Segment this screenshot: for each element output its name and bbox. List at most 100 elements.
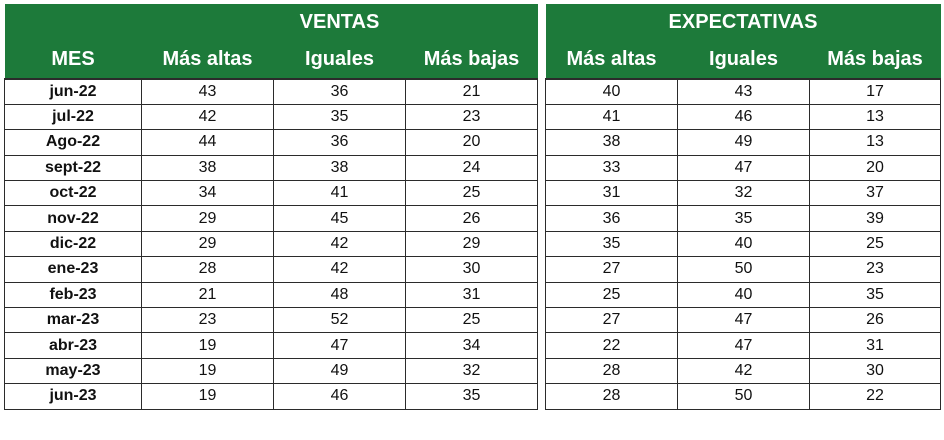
mes-cell: mar-23 [4, 307, 142, 334]
ventas-value-cell: 35 [273, 103, 406, 131]
expectativas-value-cell: 25 [809, 230, 941, 258]
mes-cell: jun-23 [4, 383, 142, 410]
expectativas-value-cell: 40 [545, 77, 678, 105]
ventas-table-body: jun-22 43 36 21 jul-22 42 35 23 Ago-22 44 36 20 sept… [4, 77, 538, 410]
expectativas-group-title: EXPECTATIVAS [545, 4, 941, 40]
ventas-value-cell: 35 [405, 383, 538, 410]
ventas-value-cell: 45 [273, 205, 406, 232]
expectativas-value-cell: 27 [545, 256, 678, 283]
ventas-table-row: ene-23 28 42 30 [4, 256, 538, 283]
ventas-table-row: mar-23 23 52 25 [4, 307, 538, 334]
ventas-value-cell: 41 [273, 180, 406, 207]
ventas-value-cell: 32 [405, 357, 538, 385]
ventas-table-row: oct-22 34 41 25 [4, 180, 538, 207]
expectativas-value-cell: 35 [545, 230, 678, 258]
col-header-mes: MES [4, 40, 142, 79]
ventas-value-cell: 49 [273, 357, 406, 385]
ventas-table-row: jul-22 42 35 23 [4, 103, 538, 131]
ventas-value-cell: 19 [141, 383, 274, 410]
expectativas-table-row: 27 50 23 [545, 256, 941, 283]
ventas-value-cell: 29 [141, 230, 274, 258]
ventas-value-cell: 43 [141, 77, 274, 105]
mes-cell: sept-22 [4, 154, 142, 182]
expectativas-table-row: 28 50 22 [545, 383, 941, 410]
expectativas-table-row: 28 42 30 [545, 357, 941, 385]
expectativas-value-cell: 31 [809, 332, 941, 359]
expectativas-value-cell: 17 [809, 77, 941, 105]
ventas-table-row: jun-22 43 36 21 [4, 77, 538, 105]
expectativas-value-cell: 42 [677, 357, 810, 385]
expectativas-table-row: 25 40 35 [545, 281, 941, 309]
mes-cell: jun-22 [4, 77, 142, 105]
ventas-table-row: abr-23 19 47 34 [4, 332, 538, 359]
expectativas-value-cell: 25 [545, 281, 678, 309]
expectativas-table-row: 40 43 17 [545, 77, 941, 105]
expectativas-value-cell: 33 [545, 154, 678, 182]
expectativas-value-cell: 13 [809, 129, 941, 156]
expectativas-table: EXPECTATIVAS Más altas Iguales Más bajas… [545, 4, 941, 410]
ventas-value-cell: 23 [141, 307, 274, 334]
ventas-value-cell: 24 [405, 154, 538, 182]
ventas-table: VENTAS MES Más altas Iguales Más bajas j… [4, 4, 538, 410]
expectativas-table-body: 40 43 17 41 46 13 38 49 13 33 47 20 31 32 37 36 35 39 35 40… [545, 77, 941, 410]
expectativas-value-cell: 41 [545, 103, 678, 131]
expectativas-value-cell: 50 [677, 256, 810, 283]
mes-cell: may-23 [4, 357, 142, 385]
col-header-ventas-mas-altas: Más altas [141, 40, 274, 79]
mes-cell: jul-22 [4, 103, 142, 131]
mes-cell: dic-22 [4, 230, 142, 258]
ventas-value-cell: 19 [141, 332, 274, 359]
expectativas-value-cell: 23 [809, 256, 941, 283]
mes-cell: ene-23 [4, 256, 142, 283]
expectativas-table-row: 38 49 13 [545, 129, 941, 156]
col-header-exp-mas-bajas: Más bajas [809, 40, 941, 79]
expectativas-value-cell: 30 [809, 357, 941, 385]
mes-cell: nov-22 [4, 205, 142, 232]
ventas-table-row: sept-22 38 38 24 [4, 154, 538, 182]
ventas-value-cell: 42 [141, 103, 274, 131]
expectativas-table-row: 41 46 13 [545, 103, 941, 131]
ventas-header-spacer [4, 4, 142, 40]
ventas-table-row: may-23 19 49 32 [4, 357, 538, 385]
expectativas-value-cell: 47 [677, 307, 810, 334]
expectativas-table-row: 31 32 37 [545, 180, 941, 207]
expectativas-value-cell: 35 [677, 205, 810, 232]
ventas-group-title: VENTAS [141, 4, 538, 40]
expectativas-value-cell: 43 [677, 77, 810, 105]
ventas-table-row: dic-22 29 42 29 [4, 230, 538, 258]
ventas-value-cell: 29 [405, 230, 538, 258]
ventas-table-row: Ago-22 44 36 20 [4, 129, 538, 156]
ventas-value-cell: 21 [141, 281, 274, 309]
ventas-value-cell: 23 [405, 103, 538, 131]
expectativas-value-cell: 26 [809, 307, 941, 334]
ventas-value-cell: 29 [141, 205, 274, 232]
expectativas-value-cell: 50 [677, 383, 810, 410]
ventas-value-cell: 28 [141, 256, 274, 283]
ventas-value-cell: 25 [405, 307, 538, 334]
ventas-value-cell: 26 [405, 205, 538, 232]
expectativas-value-cell: 28 [545, 383, 678, 410]
expectativas-value-cell: 27 [545, 307, 678, 334]
expectativas-value-cell: 20 [809, 154, 941, 182]
expectativas-value-cell: 35 [809, 281, 941, 309]
expectativas-value-cell: 46 [677, 103, 810, 131]
ventas-value-cell: 36 [273, 129, 406, 156]
mes-cell: feb-23 [4, 281, 142, 309]
expectativas-value-cell: 31 [545, 180, 678, 207]
expectativas-table-row: 27 47 26 [545, 307, 941, 334]
ventas-value-cell: 44 [141, 129, 274, 156]
ventas-value-cell: 38 [141, 154, 274, 182]
ventas-value-cell: 47 [273, 332, 406, 359]
col-header-ventas-mas-bajas: Más bajas [405, 40, 538, 79]
expectativas-table-row: 33 47 20 [545, 154, 941, 182]
expectativas-value-cell: 40 [677, 230, 810, 258]
ventas-value-cell: 31 [405, 281, 538, 309]
ventas-value-cell: 48 [273, 281, 406, 309]
mes-cell: Ago-22 [4, 129, 142, 156]
expectativas-value-cell: 49 [677, 129, 810, 156]
ventas-value-cell: 46 [273, 383, 406, 410]
expectativas-value-cell: 36 [545, 205, 678, 232]
col-header-exp-mas-altas: Más altas [545, 40, 678, 79]
expectativas-table-row: 35 40 25 [545, 230, 941, 258]
